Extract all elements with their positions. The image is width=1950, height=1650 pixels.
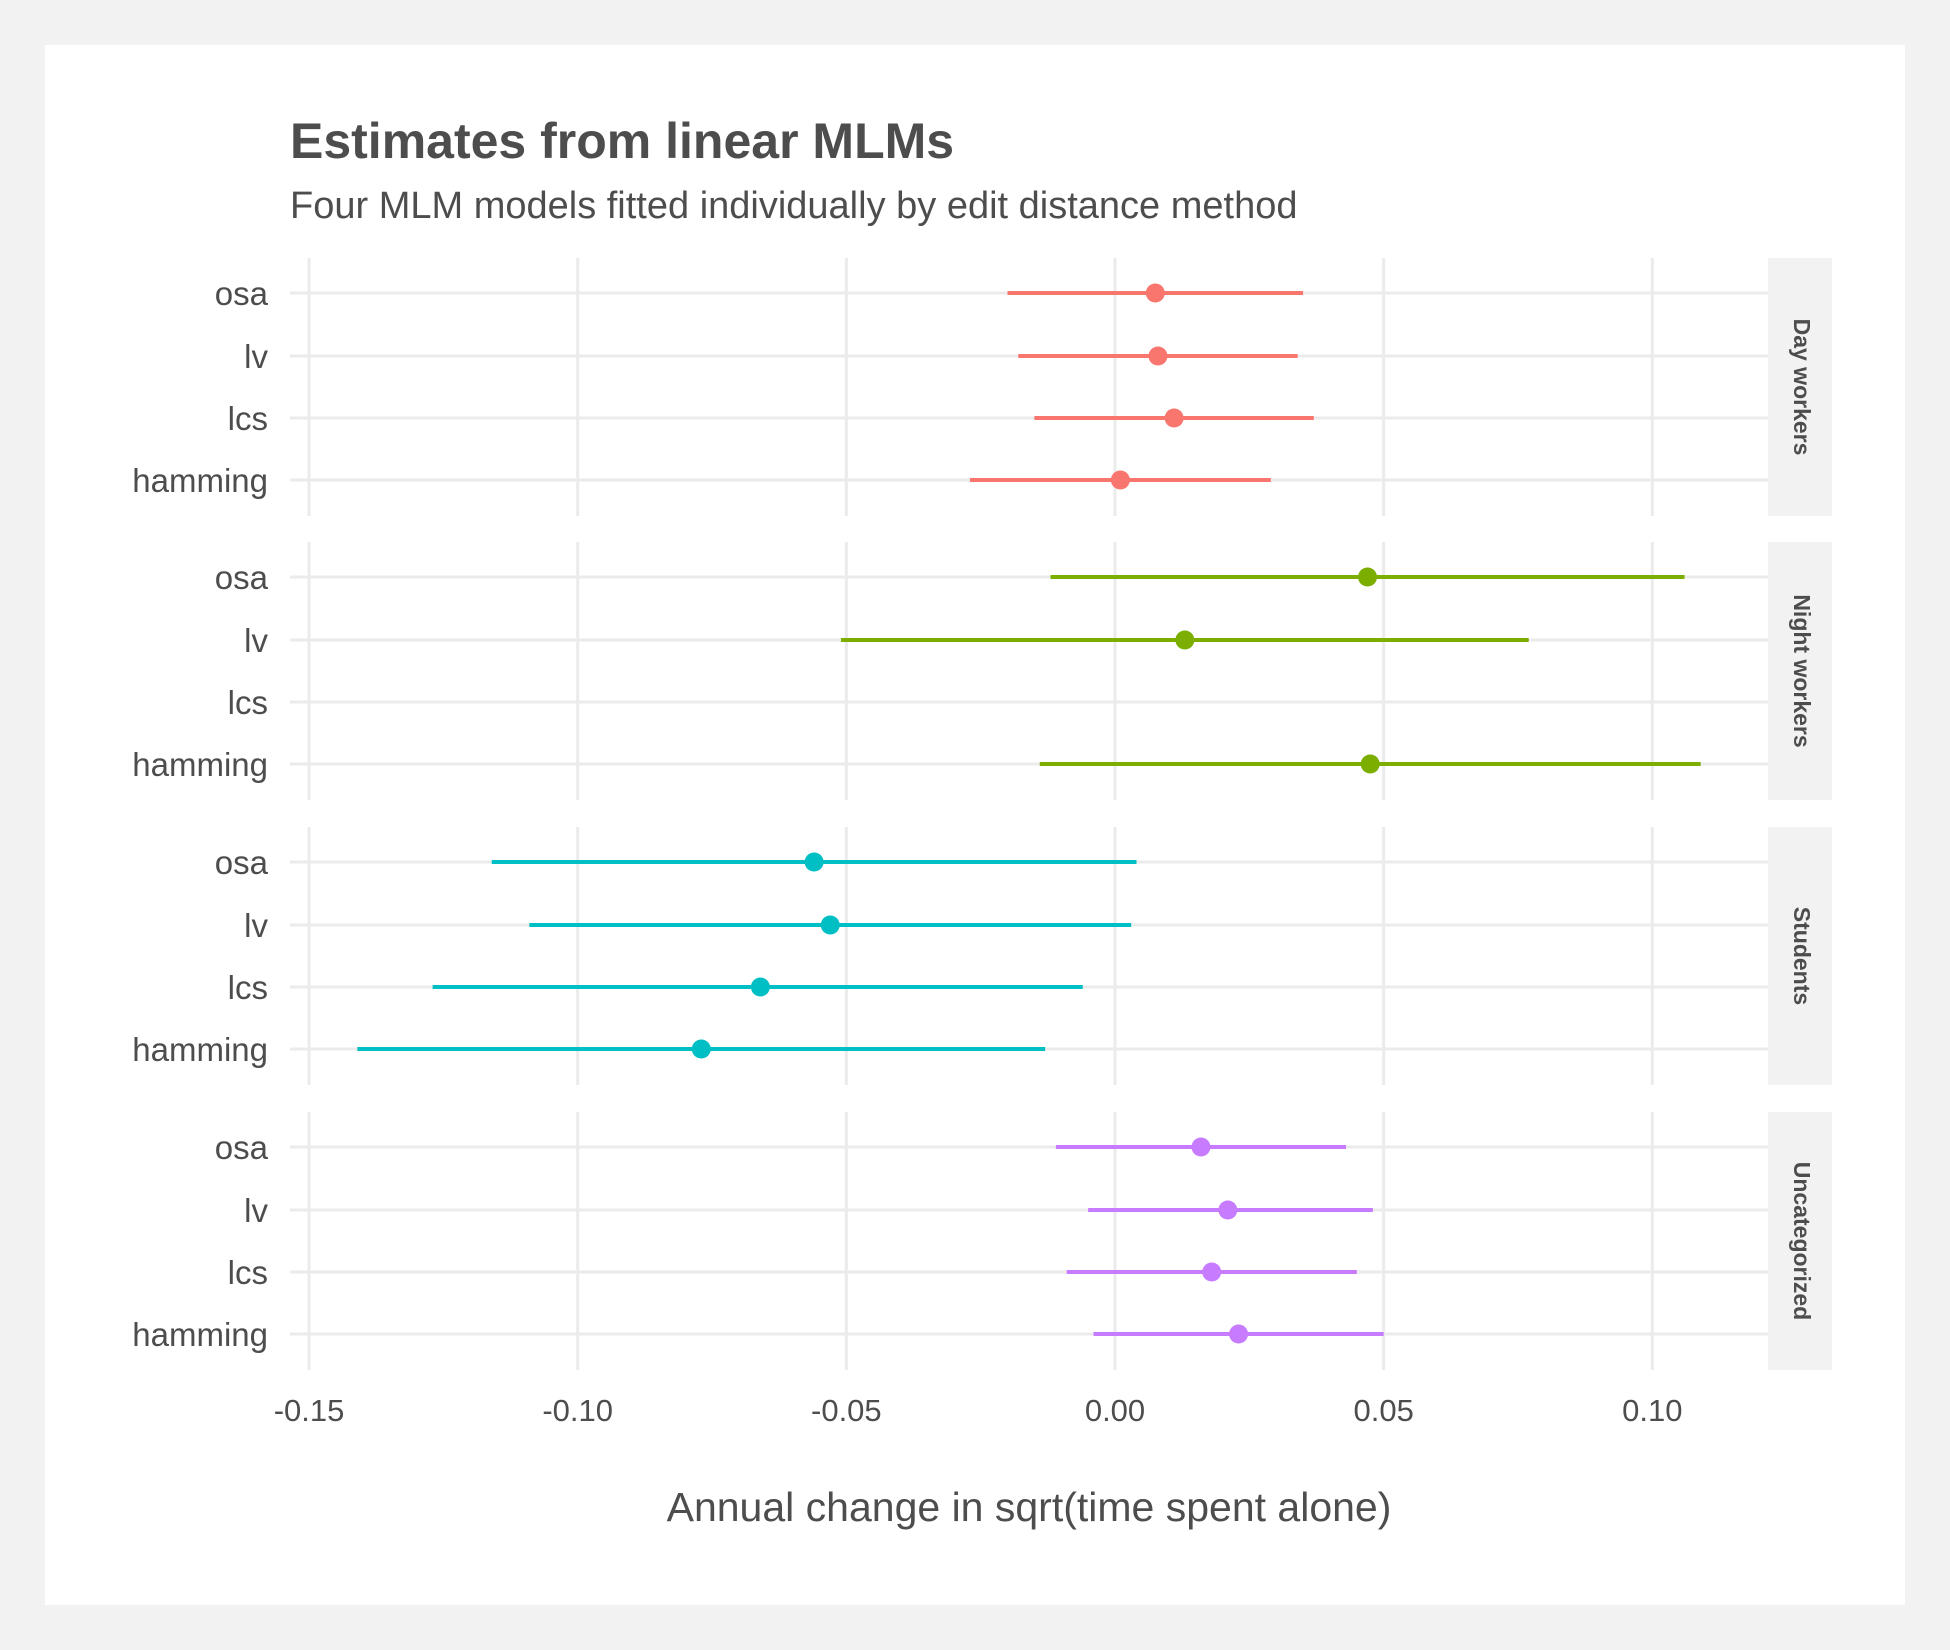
- point-day-workers-lv: [1148, 346, 1168, 366]
- facet-label-students: Students: [1789, 907, 1815, 1005]
- y-tick-label-uncategorized-osa: osa: [215, 1129, 269, 1166]
- point-students-hamming: [691, 1039, 711, 1059]
- chart-subtitle: Four MLM models fitted individually by e…: [290, 185, 1298, 227]
- y-tick-label-uncategorized-lcs: lcs: [228, 1254, 268, 1291]
- chart-card: [45, 45, 1905, 1605]
- x-tick-label-5: 0.10: [1622, 1393, 1682, 1428]
- facet-strip-day-workers: [1768, 258, 1832, 516]
- facet-label-day-workers: Day workers: [1789, 319, 1815, 456]
- y-tick-label-students-lcs: lcs: [228, 969, 268, 1006]
- x-tick-label-0: -0.15: [274, 1393, 345, 1428]
- y-tick-label-students-hamming: hamming: [132, 1031, 268, 1068]
- y-tick-label-uncategorized-hamming: hamming: [132, 1316, 268, 1353]
- x-tick-label-4: 0.05: [1353, 1393, 1413, 1428]
- point-uncategorized-hamming: [1229, 1324, 1249, 1344]
- facet-strip-students: [1768, 827, 1832, 1085]
- x-tick-label-1: -0.10: [542, 1393, 613, 1428]
- y-tick-label-students-osa: osa: [215, 844, 269, 881]
- y-tick-label-day-workers-hamming: hamming: [132, 462, 268, 499]
- point-uncategorized-osa: [1191, 1137, 1211, 1157]
- facet-label-uncategorized: Uncategorized: [1789, 1162, 1815, 1320]
- point-uncategorized-lv: [1218, 1200, 1238, 1220]
- point-day-workers-lcs: [1164, 408, 1184, 428]
- y-tick-label-night-workers-osa: osa: [215, 559, 269, 596]
- y-tick-label-night-workers-hamming: hamming: [132, 746, 268, 783]
- y-tick-label-day-workers-osa: osa: [215, 275, 269, 312]
- x-tick-label-2: -0.05: [811, 1393, 882, 1428]
- point-students-osa: [804, 852, 824, 872]
- y-tick-label-day-workers-lv: lv: [244, 338, 268, 375]
- x-axis-title: Annual change in sqrt(time spent alone): [667, 1484, 1392, 1530]
- point-night-workers-lv: [1175, 630, 1195, 650]
- x-tick-label-3: 0.00: [1085, 1393, 1145, 1428]
- y-tick-label-day-workers-lcs: lcs: [228, 400, 268, 437]
- facet-strip-uncategorized: [1768, 1112, 1832, 1370]
- y-tick-label-uncategorized-lv: lv: [244, 1192, 268, 1229]
- y-tick-label-night-workers-lv: lv: [244, 622, 268, 659]
- facet-label-night-workers: Night workers: [1789, 594, 1815, 747]
- point-day-workers-osa: [1145, 283, 1165, 303]
- point-night-workers-osa: [1358, 567, 1378, 587]
- y-tick-label-night-workers-lcs: lcs: [228, 684, 268, 721]
- point-students-lv: [820, 915, 840, 935]
- point-students-lcs: [750, 977, 770, 997]
- y-tick-label-students-lv: lv: [244, 907, 268, 944]
- point-uncategorized-lcs: [1202, 1262, 1222, 1282]
- point-day-workers-hamming: [1110, 470, 1130, 490]
- chart-title: Estimates from linear MLMs: [290, 113, 955, 169]
- point-night-workers-hamming: [1360, 754, 1380, 774]
- facet-strip-night-workers: [1768, 542, 1832, 800]
